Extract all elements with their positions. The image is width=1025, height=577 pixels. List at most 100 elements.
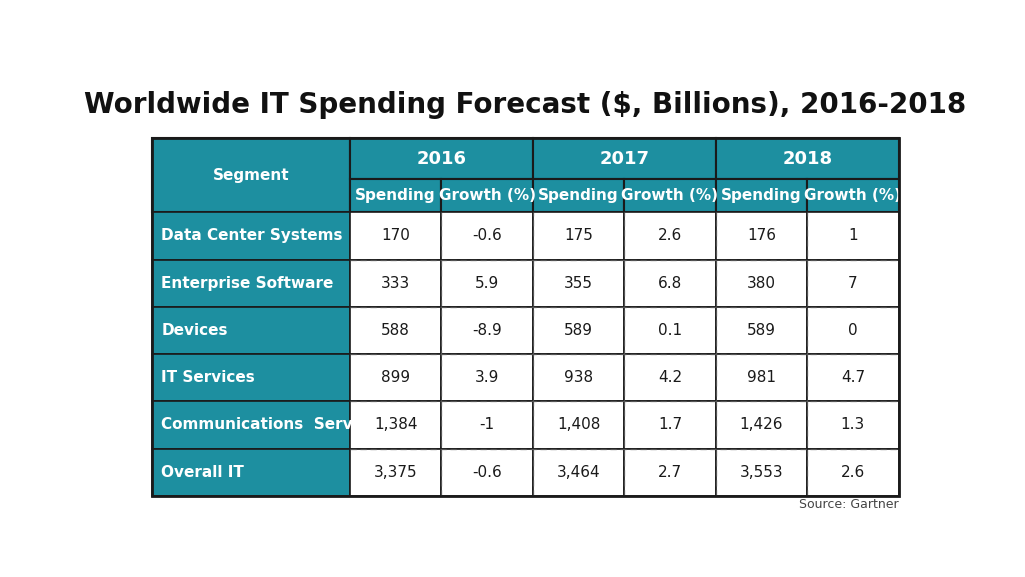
Text: Source: Gartner: Source: Gartner	[800, 499, 899, 511]
Text: 3,464: 3,464	[557, 464, 601, 479]
Bar	[442, 354, 533, 401]
Text: -8.9: -8.9	[473, 323, 502, 338]
Bar	[533, 354, 624, 401]
Text: 6.8: 6.8	[658, 276, 682, 291]
Text: 2017: 2017	[600, 149, 649, 167]
Text: Worldwide IT Spending Forecast ($, Billions), 2016-2018: Worldwide IT Spending Forecast ($, Billi…	[84, 91, 967, 119]
Bar	[350, 260, 442, 307]
Bar	[624, 212, 715, 260]
Bar	[715, 138, 899, 179]
Text: Enterprise Software: Enterprise Software	[162, 276, 334, 291]
Bar	[350, 307, 442, 354]
Bar	[350, 448, 442, 496]
Text: 176: 176	[747, 228, 776, 243]
Bar	[624, 260, 715, 307]
Bar	[808, 260, 899, 307]
Text: 7: 7	[848, 276, 858, 291]
Text: Spending: Spending	[538, 188, 619, 203]
Bar	[533, 260, 624, 307]
Text: 2016: 2016	[416, 149, 466, 167]
Text: 5.9: 5.9	[475, 276, 499, 291]
Text: 2.6: 2.6	[840, 464, 865, 479]
Bar	[442, 260, 533, 307]
Bar	[624, 354, 715, 401]
Text: 1,408: 1,408	[557, 417, 601, 432]
Text: 3,375: 3,375	[374, 464, 417, 479]
Bar	[533, 179, 624, 212]
Text: 899: 899	[381, 370, 410, 385]
Bar	[808, 401, 899, 448]
Bar	[624, 448, 715, 496]
Text: 175: 175	[564, 228, 592, 243]
Text: 2.7: 2.7	[658, 464, 682, 479]
Bar	[152, 212, 350, 260]
Bar	[808, 179, 899, 212]
Text: Growth (%): Growth (%)	[439, 188, 535, 203]
Text: 981: 981	[747, 370, 776, 385]
Text: 2018: 2018	[782, 149, 832, 167]
Text: 4.2: 4.2	[658, 370, 682, 385]
Bar	[442, 179, 533, 212]
Bar	[808, 212, 899, 260]
Bar	[808, 448, 899, 496]
Text: 1.7: 1.7	[658, 417, 682, 432]
Text: Spending: Spending	[722, 188, 802, 203]
Bar	[533, 212, 624, 260]
Text: 1.3: 1.3	[840, 417, 865, 432]
Text: Growth (%): Growth (%)	[621, 188, 719, 203]
Bar	[533, 138, 715, 179]
Text: Overall IT: Overall IT	[162, 464, 244, 479]
Bar	[624, 179, 715, 212]
Text: 0.1: 0.1	[658, 323, 682, 338]
Bar	[715, 179, 808, 212]
Bar	[152, 260, 350, 307]
Bar	[533, 448, 624, 496]
Text: -0.6: -0.6	[473, 464, 502, 479]
Text: 1: 1	[848, 228, 858, 243]
Bar	[533, 401, 624, 448]
Text: Communications  Services: Communications Services	[162, 417, 386, 432]
Text: 4.7: 4.7	[840, 370, 865, 385]
Bar	[350, 179, 442, 212]
Bar	[715, 212, 808, 260]
Bar	[533, 307, 624, 354]
Bar	[442, 307, 533, 354]
Text: 3.9: 3.9	[475, 370, 499, 385]
Bar	[350, 138, 533, 179]
Bar	[152, 138, 899, 496]
Text: 1,384: 1,384	[374, 417, 417, 432]
Bar	[350, 354, 442, 401]
Text: 0: 0	[848, 323, 858, 338]
Bar	[152, 138, 350, 212]
Bar	[715, 448, 808, 496]
Text: 333: 333	[381, 276, 410, 291]
Text: -1: -1	[480, 417, 495, 432]
Text: IT Services: IT Services	[162, 370, 255, 385]
Bar	[152, 307, 350, 354]
Text: 2.6: 2.6	[658, 228, 682, 243]
Text: Data Center Systems: Data Center Systems	[162, 228, 343, 243]
Text: 589: 589	[564, 323, 593, 338]
Bar	[152, 354, 350, 401]
Text: 588: 588	[381, 323, 410, 338]
Text: 170: 170	[381, 228, 410, 243]
Bar	[152, 401, 350, 448]
Bar	[808, 354, 899, 401]
Text: 938: 938	[564, 370, 593, 385]
Bar	[715, 401, 808, 448]
Bar	[715, 260, 808, 307]
Bar	[715, 354, 808, 401]
Bar	[442, 401, 533, 448]
Text: -0.6: -0.6	[473, 228, 502, 243]
Bar	[808, 307, 899, 354]
Text: 1,426: 1,426	[740, 417, 783, 432]
Bar	[715, 307, 808, 354]
Bar	[152, 448, 350, 496]
Text: Segment: Segment	[212, 168, 289, 183]
Text: Spending: Spending	[356, 188, 436, 203]
Text: 355: 355	[564, 276, 593, 291]
Bar	[442, 448, 533, 496]
Bar	[624, 307, 715, 354]
Bar	[350, 212, 442, 260]
Text: 380: 380	[747, 276, 776, 291]
